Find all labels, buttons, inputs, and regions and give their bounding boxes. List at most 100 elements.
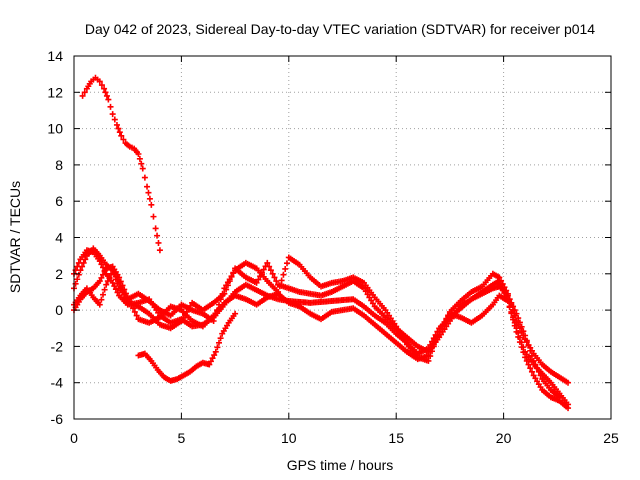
data-point — [506, 296, 513, 303]
data-point — [368, 297, 375, 304]
chart-title: Day 042 of 2023, Sidereal Day-to-day VTE… — [85, 21, 595, 37]
data-point — [223, 286, 230, 293]
data-point — [212, 348, 219, 355]
data-point — [278, 277, 285, 284]
x-tick-label: 25 — [603, 430, 619, 446]
y-tick-label: 14 — [47, 48, 63, 64]
data-point — [187, 302, 194, 309]
data-point — [115, 125, 122, 132]
data-point — [530, 357, 537, 364]
data-point — [101, 85, 108, 92]
data-point — [99, 291, 106, 298]
series-track-f — [135, 310, 239, 384]
data-point — [267, 267, 274, 274]
data-point — [112, 286, 119, 293]
data-point — [152, 225, 159, 232]
data-point — [496, 274, 503, 281]
data-point — [528, 368, 535, 375]
data-point — [537, 372, 544, 379]
data-point — [79, 92, 86, 99]
data-point — [120, 136, 127, 143]
data-point — [104, 278, 111, 285]
data-point — [528, 352, 535, 359]
data-point — [98, 296, 105, 303]
data-point — [271, 274, 278, 281]
data-point — [101, 268, 108, 275]
data-point — [109, 111, 116, 118]
data-point — [534, 365, 541, 372]
data-point — [178, 317, 185, 324]
data-point — [215, 339, 222, 346]
data-point — [445, 313, 452, 320]
data-point — [532, 361, 539, 368]
data-point — [131, 308, 138, 315]
x-tick-label: 0 — [70, 430, 78, 446]
data-point — [155, 239, 162, 246]
data-point — [221, 290, 228, 297]
data-point — [523, 337, 530, 344]
x-tick-label: 15 — [388, 430, 404, 446]
data-point — [518, 344, 525, 351]
data-point — [520, 349, 527, 356]
data-point — [136, 155, 143, 162]
data-point — [145, 189, 152, 196]
y-tick-label: 8 — [55, 157, 63, 173]
data-point — [269, 270, 276, 277]
data-point — [105, 96, 112, 103]
y-axis-label: SDTVAR / TECUs — [7, 181, 23, 293]
data-point — [114, 276, 121, 283]
data-point — [206, 361, 213, 368]
x-tick-label: 5 — [178, 430, 186, 446]
data-point — [556, 394, 563, 401]
data-point — [515, 315, 522, 322]
x-axis: 0 5 10 15 20 25 — [70, 56, 619, 446]
data-point — [266, 263, 273, 270]
data-point — [360, 285, 367, 292]
data-point — [257, 273, 264, 280]
data-point — [273, 278, 280, 285]
data-point — [80, 259, 87, 266]
data-point — [230, 269, 237, 276]
data-point — [210, 317, 217, 324]
data-point — [112, 273, 119, 280]
y-tick-label: 6 — [55, 193, 63, 209]
data-point — [217, 335, 224, 342]
y-tick-label: 0 — [55, 302, 63, 318]
data-point — [228, 273, 235, 280]
data-point — [133, 312, 140, 319]
data-point — [146, 195, 153, 202]
data-point — [522, 354, 529, 361]
data-point — [527, 365, 534, 372]
series-track-c — [71, 245, 572, 386]
data-point — [511, 307, 518, 314]
data-point — [525, 361, 532, 368]
data-point — [121, 291, 128, 298]
data-point — [111, 116, 118, 123]
y-tick-label: -4 — [51, 375, 64, 391]
data-point — [116, 129, 123, 136]
data-point — [366, 294, 373, 301]
data-point — [109, 279, 116, 286]
series-track-b — [71, 247, 572, 408]
data-point — [81, 89, 88, 96]
series-track-a — [79, 74, 163, 254]
series-track-e — [71, 259, 563, 401]
data-point — [516, 339, 523, 346]
data-point — [520, 328, 527, 335]
data-point — [107, 103, 114, 110]
data-point — [75, 271, 82, 278]
y-tick-label: -2 — [51, 338, 64, 354]
data-point — [180, 314, 187, 321]
data-point — [510, 303, 517, 310]
data-point — [77, 267, 84, 274]
data-point — [284, 260, 291, 267]
data-point — [116, 279, 123, 286]
y-tick-label: 12 — [47, 84, 63, 100]
y-axis: -6 -4 -2 0 2 4 6 8 10 12 14 — [47, 48, 611, 427]
data-marks — [71, 74, 572, 412]
data-point — [82, 256, 89, 263]
data-point — [362, 288, 369, 295]
data-point — [258, 269, 265, 276]
data-point — [364, 291, 371, 298]
data-point — [111, 270, 118, 277]
